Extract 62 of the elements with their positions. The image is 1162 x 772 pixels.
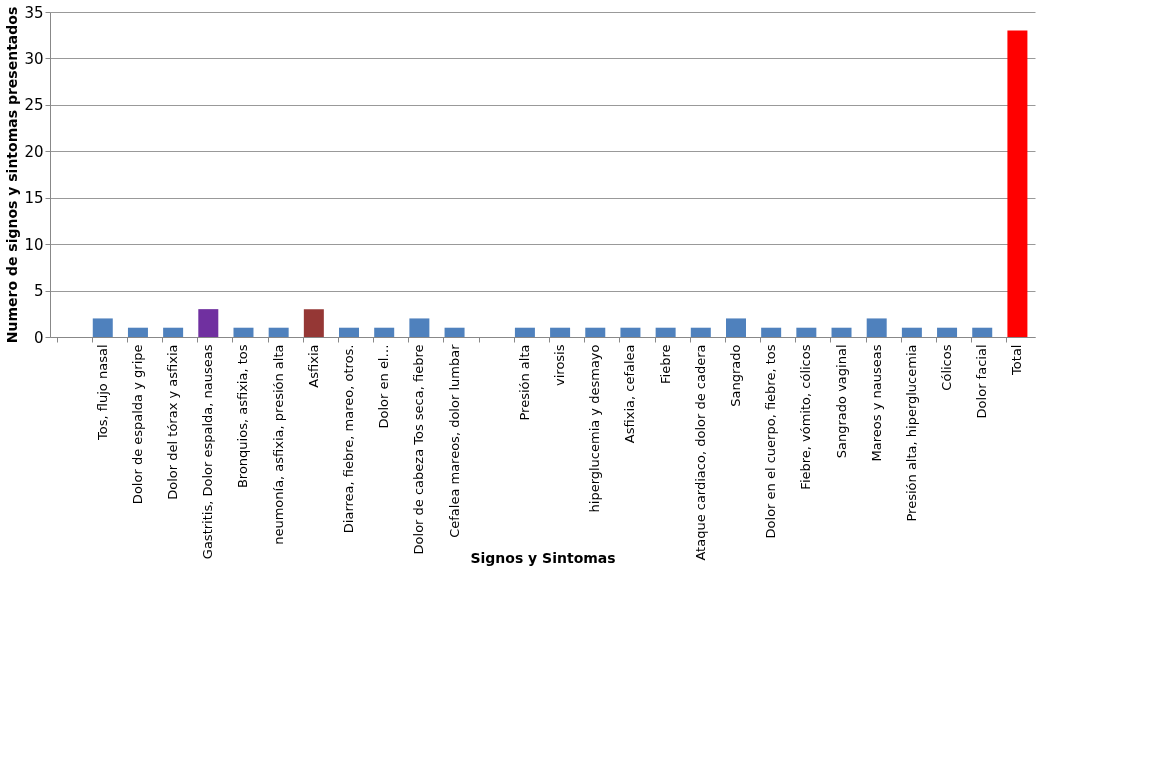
bar (866, 318, 887, 337)
x-tick-label: Diarrea, fiebre, mareo, otros. (341, 344, 357, 534)
x-tick-label: Gastritis, Dolor espalda, nauseas (200, 344, 216, 560)
bar (655, 327, 676, 337)
y-tick-label: 35 (24, 3, 44, 22)
bar (268, 327, 289, 337)
bar (444, 327, 465, 337)
bar (831, 327, 852, 337)
bar (620, 327, 641, 337)
x-tick-label: Presión alta (516, 344, 532, 421)
x-tick-label: Fiebre, vómito, cólicos (798, 344, 814, 490)
bar (514, 327, 535, 337)
x-tick-label: Dolor de cabeza Tos seca, fiebre (411, 344, 427, 555)
bar (550, 327, 571, 337)
y-tick-label: 0 (33, 328, 44, 347)
bar (585, 327, 606, 337)
y-tick-label: 20 (24, 142, 44, 161)
x-tick-label: Mareos y nauseas (868, 344, 884, 462)
x-tick-label: neumonía, asfixia, presión alta (270, 344, 286, 545)
x-tick-label: Asfixia, cefalea (622, 344, 638, 444)
x-tick-label: Sangrado vaginal (833, 344, 849, 459)
x-tick-label: Total (1009, 344, 1025, 376)
x-tick-label: Fiebre (657, 344, 673, 384)
bar (163, 327, 184, 337)
x-tick-label: hiperglucemia y desmayo (587, 344, 603, 513)
bar (690, 327, 711, 337)
x-tick-label: Dolor facial (974, 344, 990, 419)
y-tick-label: 30 (24, 49, 44, 68)
y-tick-label: 5 (33, 282, 44, 301)
y-tick-label: 15 (24, 189, 44, 208)
bar (374, 327, 395, 337)
bar (1007, 30, 1028, 337)
bar (92, 318, 113, 337)
x-tick-label: Cefalea mareos, dolor lumbar (446, 343, 462, 538)
bar (937, 327, 958, 337)
x-tick-label: Dolor del tórax y asfixia (165, 344, 181, 500)
x-tick-label: Dolor de espalda y gripe (129, 344, 145, 505)
bar (901, 327, 922, 337)
bar (796, 327, 817, 337)
y-tick-label: 25 (24, 96, 44, 115)
x-tick-label: Dolor en el cuerpo, fiebre, tos (763, 344, 779, 539)
bar (725, 318, 746, 337)
bar (198, 309, 219, 337)
bar (339, 327, 360, 337)
x-tick-label: Ataque cardiaco, dolor de cadera (692, 344, 708, 561)
x-tick-label: virosis (552, 344, 568, 386)
x-tick-label: Tos, flujo nasal (94, 344, 110, 441)
x-tick-label: Cólicos (939, 344, 955, 391)
bar (233, 327, 254, 337)
bar (972, 327, 993, 337)
x-tick-label: Presión alta, hiperglucemia (903, 344, 919, 522)
bar (303, 309, 324, 337)
x-tick-label: Bronquios, asfixia, tos (235, 344, 251, 489)
y-axis-title: Numero de signos y sintomas presentados (4, 6, 21, 344)
bar (761, 327, 782, 337)
x-tick-label: Asfixia (305, 344, 321, 388)
bar (127, 327, 148, 337)
bar (409, 318, 430, 337)
x-tick-label: Sangrado (727, 344, 743, 407)
x-axis-title: Signos y Sintomas (470, 549, 616, 566)
y-tick-label: 10 (24, 235, 44, 254)
x-tick-label: Dolor en el… (376, 344, 392, 429)
